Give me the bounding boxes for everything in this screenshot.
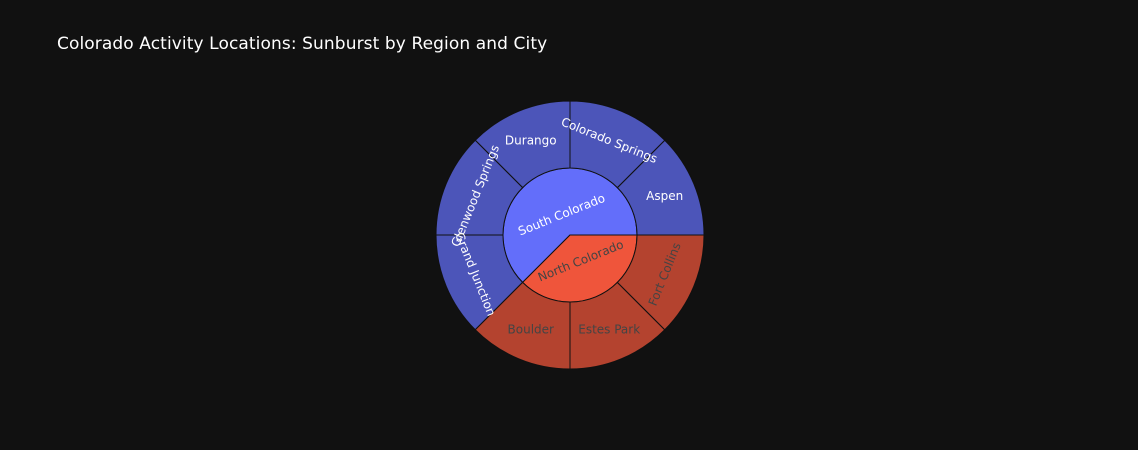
label-boulder: Boulder <box>508 323 555 337</box>
outer-ring <box>435 100 705 370</box>
label-durango: Durango <box>505 133 557 147</box>
outer-slice-fort-collins[interactable] <box>616 234 705 331</box>
label-aspen: Aspen <box>646 189 683 203</box>
label-estes-park: Estes Park <box>578 323 640 337</box>
chart-title: Colorado Activity Locations: Sunburst by… <box>57 34 548 54</box>
